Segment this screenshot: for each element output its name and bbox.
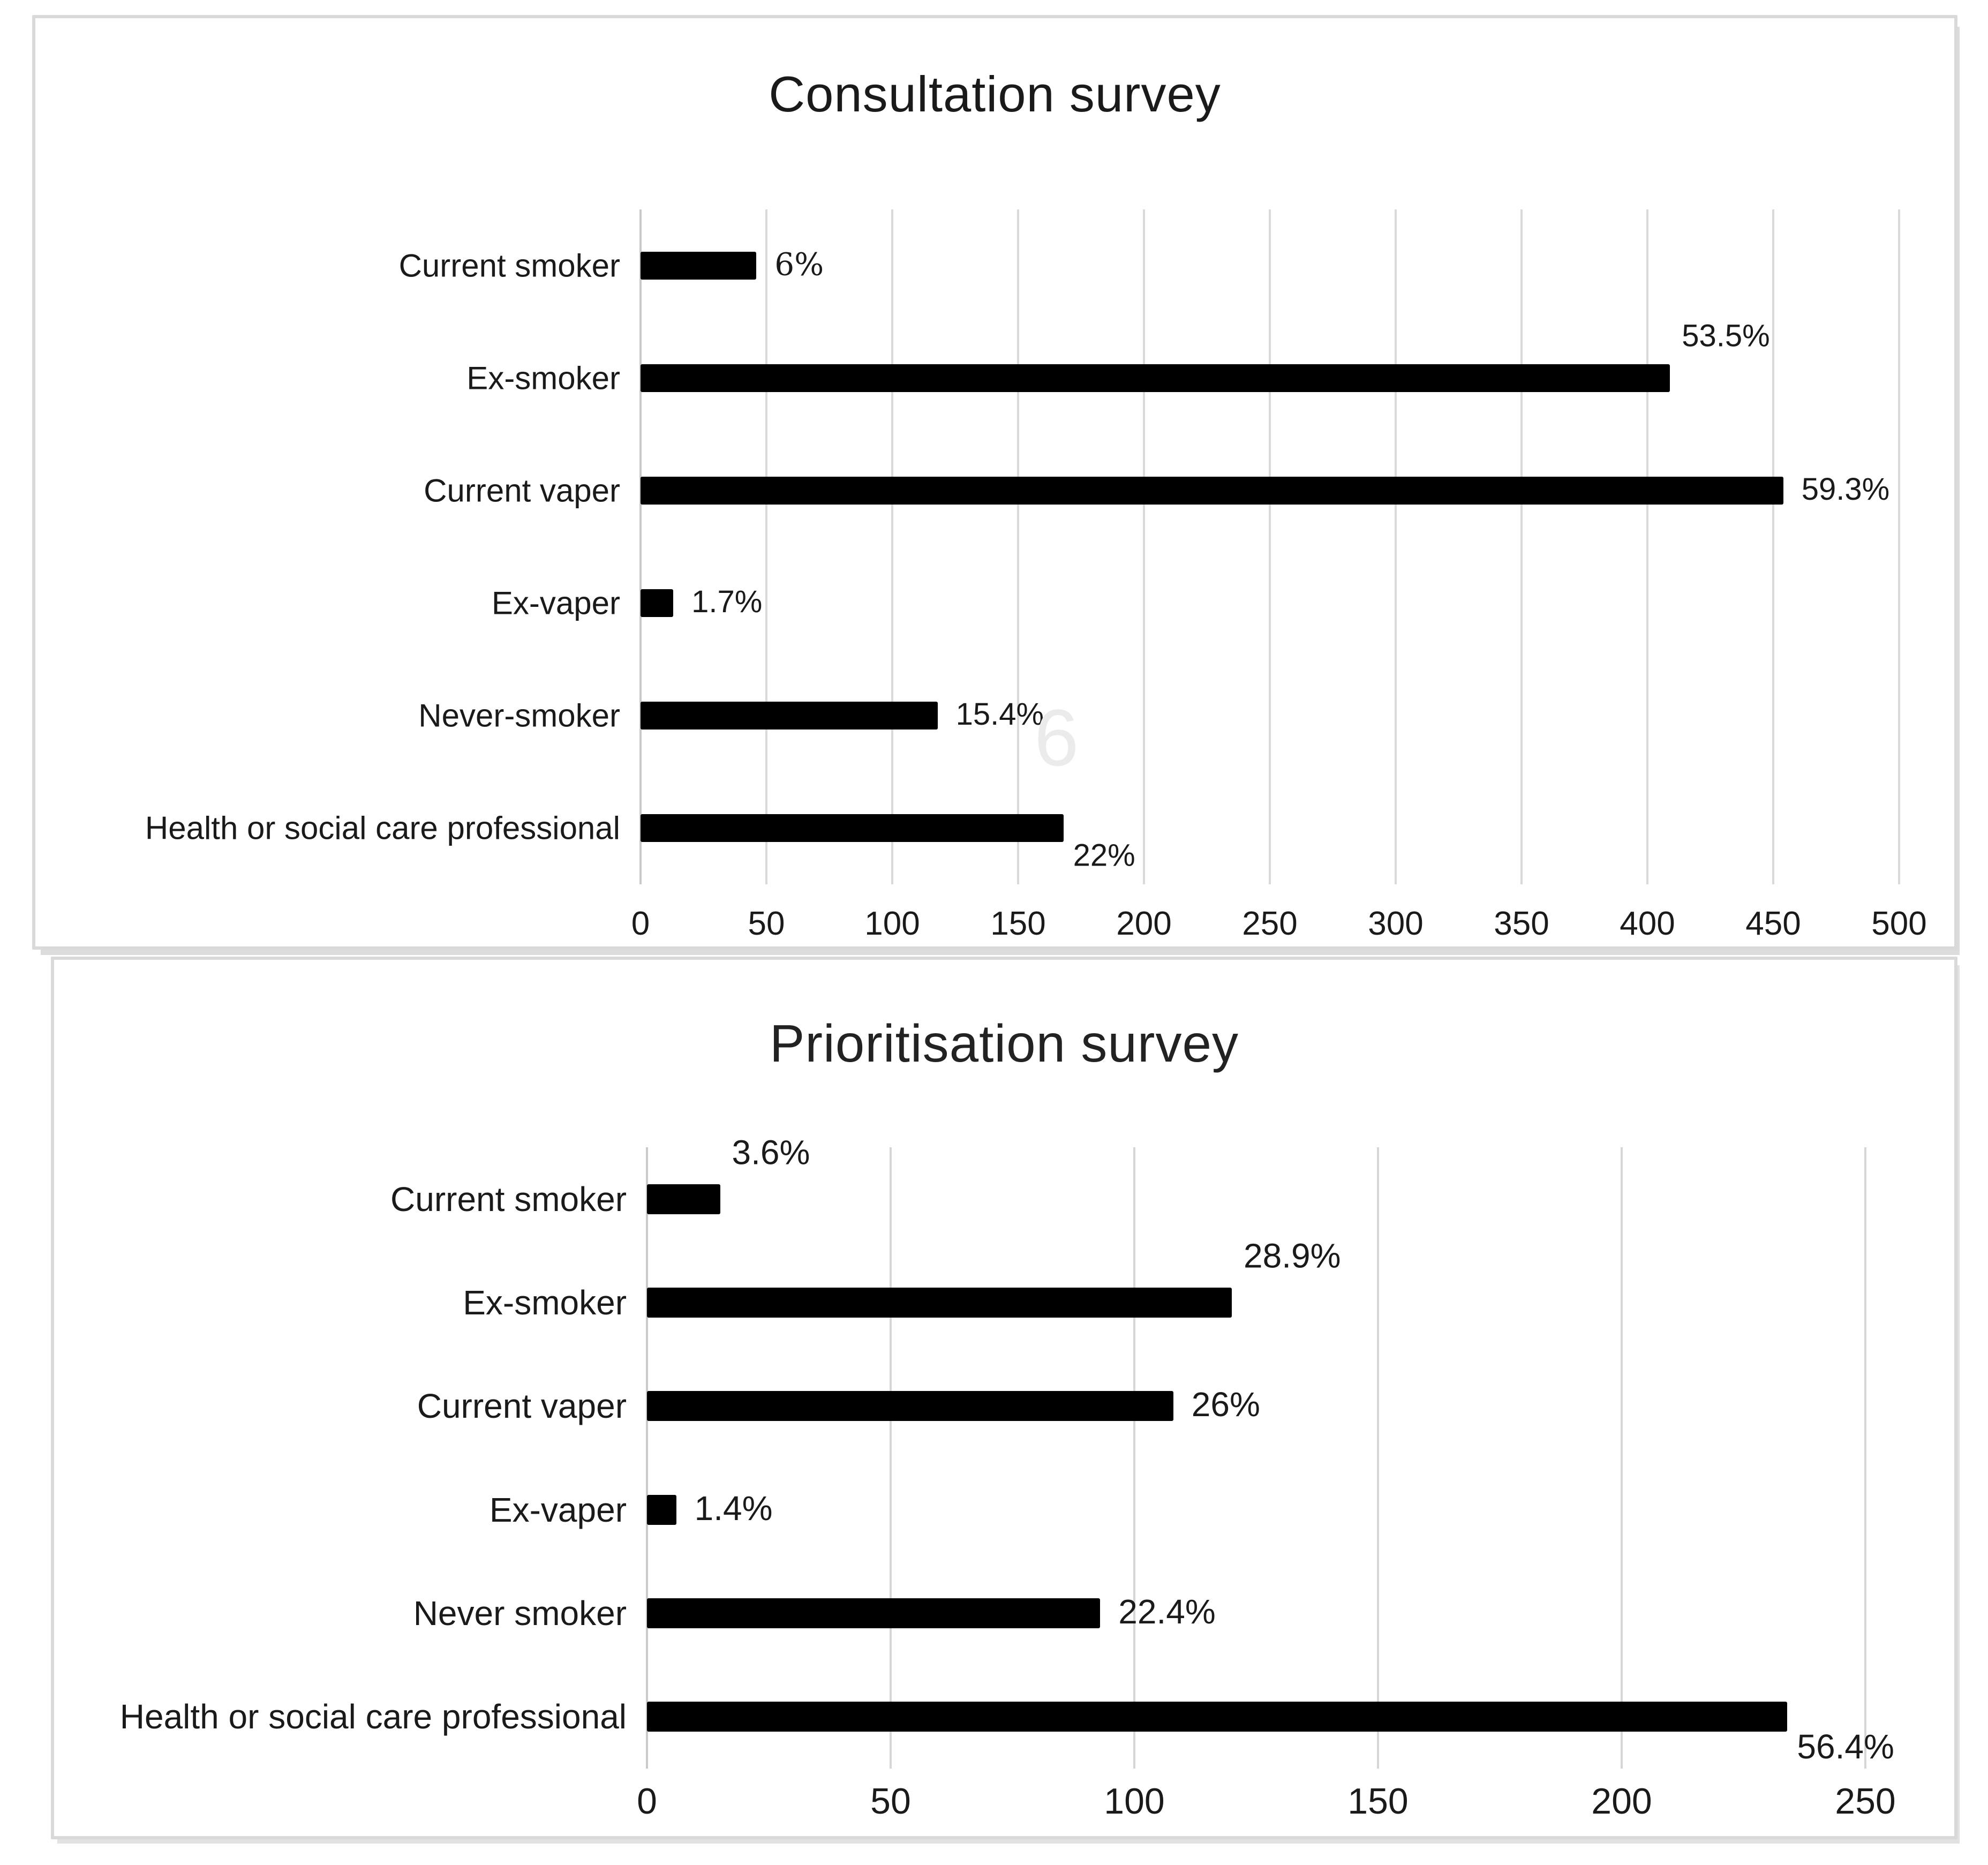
value-label: 53.5% bbox=[1682, 318, 1770, 354]
category-label: Ex-vaper bbox=[489, 1490, 627, 1529]
x-tick-label: 0 bbox=[637, 1781, 657, 1822]
gridline bbox=[1017, 209, 1019, 884]
value-label: 22% bbox=[1073, 838, 1135, 873]
gridline bbox=[890, 1147, 892, 1769]
x-tick-label: 200 bbox=[1116, 905, 1172, 942]
bar bbox=[641, 364, 1670, 392]
bar bbox=[647, 1494, 676, 1525]
value-label: 56.4% bbox=[1797, 1727, 1894, 1766]
value-label: 6% bbox=[774, 246, 824, 283]
x-tick-label: 150 bbox=[1347, 1781, 1409, 1822]
axis-line bbox=[639, 209, 642, 884]
category-label: Health or social care professional bbox=[119, 1697, 627, 1736]
chart-title: Prioritisation survey bbox=[769, 1014, 1239, 1073]
value-label: 1.7% bbox=[691, 584, 763, 619]
bar-row: Ex-vaper 1.4% bbox=[490, 1458, 1865, 1561]
gridline bbox=[1520, 209, 1523, 884]
category-label: Ex-smoker bbox=[463, 1283, 627, 1322]
gridline bbox=[1377, 1147, 1379, 1769]
gridlines bbox=[639, 209, 1900, 884]
bar-row: Current vaper 26% bbox=[417, 1355, 1865, 1458]
gridline bbox=[891, 209, 893, 884]
value-label: 26% bbox=[1191, 1385, 1260, 1424]
x-tick-label: 200 bbox=[1591, 1781, 1652, 1822]
gridline bbox=[1621, 1147, 1623, 1769]
x-tick-label: 50 bbox=[748, 905, 785, 942]
bar-row: Never smoker 22.4% bbox=[413, 1561, 1865, 1665]
prioritisation-survey-chart: Prioritisation survey Current smoker 3.6%… bbox=[51, 957, 1957, 1839]
category-label: Current vaper bbox=[417, 1387, 627, 1426]
x-axis-ticks: 0 50 100 150 200 250 300 350 400 450 500 bbox=[631, 905, 1927, 947]
chart-title: Consultation survey bbox=[769, 66, 1221, 122]
gridline bbox=[1269, 209, 1271, 884]
x-tick-label: 150 bbox=[990, 905, 1046, 942]
value-label: 15.4% bbox=[955, 696, 1044, 732]
bar bbox=[647, 1287, 1232, 1318]
bar-row: Ex-smoker 28.9% bbox=[463, 1237, 1865, 1354]
x-tick-label: 100 bbox=[864, 905, 920, 942]
plot-area: Current smoker 6% Ex-smoker 53.5% Current va… bbox=[145, 209, 1900, 884]
x-tick-label: 250 bbox=[1835, 1781, 1896, 1822]
gridline bbox=[1143, 209, 1145, 884]
bar-row: Health or social care professional 56.4% bbox=[120, 1665, 1894, 1769]
gridline bbox=[1646, 209, 1648, 884]
gridline bbox=[1133, 1147, 1135, 1769]
gridline bbox=[1898, 209, 1900, 884]
value-label: 3.6% bbox=[732, 1133, 810, 1172]
gridline bbox=[1395, 209, 1397, 884]
gridline bbox=[1772, 209, 1774, 884]
category-label: Ex-smoker bbox=[466, 360, 620, 396]
category-label: Current vaper bbox=[424, 472, 620, 509]
value-label: 1.4% bbox=[694, 1488, 773, 1528]
bar bbox=[647, 1391, 1173, 1422]
category-label: Ex-vaper bbox=[491, 585, 620, 621]
category-label: Never-smoker bbox=[418, 697, 620, 734]
bar bbox=[641, 477, 1783, 505]
category-label: Health or social care professional bbox=[145, 810, 620, 846]
bar bbox=[647, 1598, 1101, 1628]
bar-row: Never-smoker 15.4% bbox=[418, 659, 1899, 772]
x-tick-label: 350 bbox=[1494, 905, 1549, 942]
axis-line bbox=[646, 1147, 648, 1769]
bar-row: Current smoker 3.6% bbox=[390, 1133, 1865, 1251]
x-tick-label: 500 bbox=[1871, 905, 1927, 942]
category-label: Never smoker bbox=[413, 1593, 627, 1633]
bar-row: Current smoker 6% bbox=[399, 209, 1899, 322]
x-tick-label: 100 bbox=[1104, 1781, 1165, 1822]
ghost-artifact-glyph: 6 bbox=[1034, 693, 1079, 783]
value-label: 22.4% bbox=[1118, 1592, 1216, 1631]
x-tick-label: 250 bbox=[1242, 905, 1298, 942]
bar-row: Ex-vaper 1.7% bbox=[492, 547, 1899, 659]
bar-rows: Current smoker 3.6% Ex-smoker 28.9% Current … bbox=[120, 1133, 1894, 1769]
category-label: Current smoker bbox=[390, 1179, 627, 1219]
plot-area: Current smoker 3.6% Ex-smoker 28.9% Current … bbox=[120, 1133, 1894, 1769]
bar-row: Health or social care professional 22% bbox=[145, 772, 1899, 884]
value-label: 59.3% bbox=[1801, 471, 1890, 507]
category-label: Current smoker bbox=[398, 247, 620, 284]
x-tick-label: 0 bbox=[631, 905, 650, 942]
bar bbox=[641, 252, 757, 280]
value-label: 28.9% bbox=[1244, 1236, 1341, 1275]
bar-row: Ex-smoker 53.5% bbox=[466, 318, 1899, 434]
bar bbox=[647, 1702, 1788, 1732]
x-tick-label: 400 bbox=[1620, 905, 1675, 942]
gridline bbox=[1864, 1147, 1866, 1769]
gridlines bbox=[646, 1147, 1866, 1769]
x-tick-label: 300 bbox=[1368, 905, 1424, 942]
consultation-survey-chart: Consultation survey Current smoker 6% Ex-s… bbox=[32, 15, 1957, 950]
x-tick-label: 450 bbox=[1745, 905, 1801, 942]
bar-rows: Current smoker 6% Ex-smoker 53.5% Current va… bbox=[145, 209, 1899, 884]
bar-row: Current vaper 59.3% bbox=[424, 434, 1899, 547]
x-tick-label: 50 bbox=[870, 1781, 911, 1822]
bar bbox=[641, 589, 674, 617]
bar bbox=[641, 702, 938, 730]
gridline bbox=[765, 209, 767, 884]
bar bbox=[641, 814, 1064, 842]
x-axis-ticks: 0 50 100 150 200 250 bbox=[637, 1780, 1896, 1826]
bar bbox=[647, 1184, 720, 1214]
